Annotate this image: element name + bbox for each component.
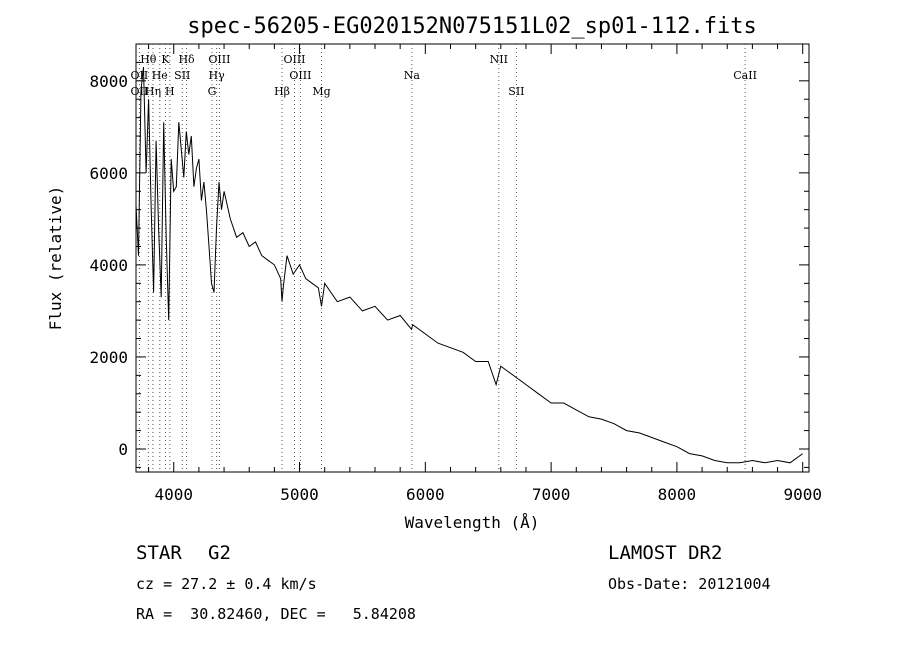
line-marker-label: NII: [490, 53, 508, 66]
y-axis-label: Flux (relative): [46, 186, 65, 331]
x-tick-label: 7000: [532, 485, 571, 504]
line-marker-label: Mg: [312, 85, 330, 98]
line-marker-label: Hβ: [274, 85, 290, 98]
axes: 4000 5000 6000 7000 8000 9000 0 2000 4000 6000 800…: [89, 44, 822, 504]
object-class: STAR: [136, 542, 182, 564]
line-marker-label: Hη: [145, 85, 161, 98]
line-marker-label: H: [165, 85, 175, 98]
line-marker-label: OIII: [283, 53, 305, 66]
x-tick-label: 9000: [783, 485, 822, 504]
x-tick-label: 5000: [280, 485, 319, 504]
observation-date: Obs-Date: 20121004: [608, 575, 771, 593]
redshift-value: cz = 27.2 ± 0.4 km/s: [136, 575, 317, 593]
line-marker-label: OIII: [208, 53, 230, 66]
line-marker-label: Hδ: [178, 53, 195, 66]
line-marker-label: OII: [131, 69, 149, 82]
spectrum-line: [135, 66, 803, 464]
line-marker-label: Hγ: [209, 69, 226, 82]
plot-frame: [135, 43, 810, 473]
x-tick-label: 4000: [154, 485, 193, 504]
y-tick-label: 6000: [89, 164, 128, 183]
line-marker-label: SII: [174, 69, 190, 82]
x-tick-label: 6000: [406, 485, 445, 504]
line-marker-label: Hθ: [140, 53, 157, 66]
line-marker-label: K: [161, 53, 170, 66]
line-marker-label: CaII: [733, 69, 757, 82]
y-tick-label: 8000: [89, 72, 128, 91]
y-tick-label: 2000: [89, 348, 128, 367]
coordinates: RA = 30.82460, DEC = 5.84208: [136, 605, 416, 623]
y-tick-label: 4000: [89, 256, 128, 275]
chart-title: spec-56205-EG020152N075151L02_sp01-112.f…: [187, 14, 757, 39]
line-marker-label: He: [152, 69, 168, 82]
y-tick-label: 0: [118, 440, 128, 459]
object-subclass: G2: [208, 542, 231, 564]
x-axis-label: Wavelength (Å): [405, 513, 540, 532]
line-marker-label: G: [208, 85, 217, 98]
line-marker-label: SII: [508, 85, 524, 98]
x-tick-label: 8000: [658, 485, 697, 504]
line-marker-label: Na: [404, 69, 421, 82]
survey-name: LAMOST DR2: [608, 542, 723, 564]
line-marker-label: OIII: [289, 69, 311, 82]
